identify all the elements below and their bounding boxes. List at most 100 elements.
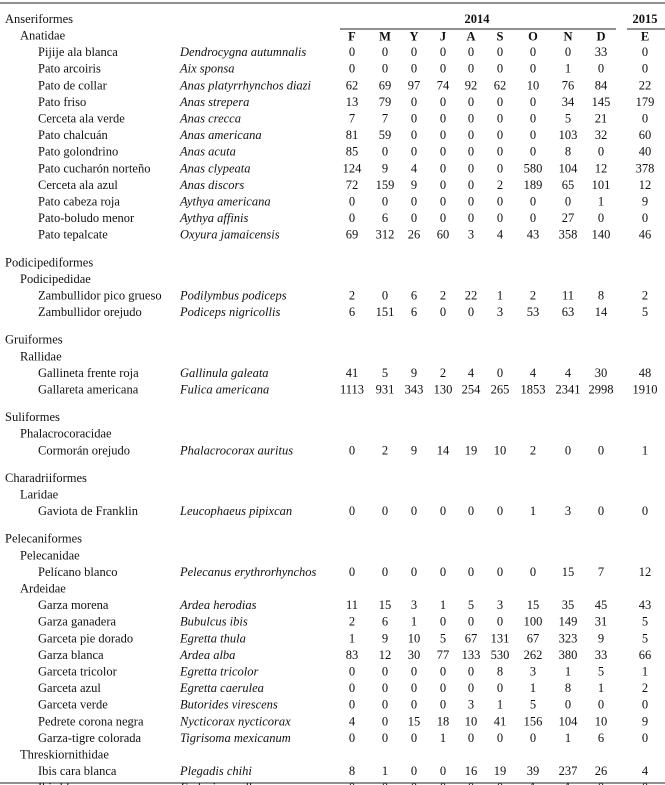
count: 0 — [497, 62, 503, 76]
count: 0 — [468, 45, 474, 59]
count: 0 — [382, 664, 388, 678]
family-name: Podicipedidae — [20, 272, 91, 286]
count: 0 — [530, 211, 536, 225]
count: 0 — [349, 565, 355, 579]
count: 0 — [382, 698, 388, 712]
count: 140 — [592, 228, 611, 242]
count: 9 — [411, 178, 417, 192]
count: 1 — [530, 781, 536, 785]
count: 0 — [349, 62, 355, 76]
scientific-name: Aix sponsa — [179, 62, 235, 76]
count: 0 — [598, 781, 604, 785]
count: 0 — [468, 615, 474, 629]
count: 10 — [465, 714, 478, 728]
count: 1 — [497, 288, 503, 302]
count: 30 — [595, 366, 608, 380]
count: 156 — [524, 714, 543, 728]
count: 6 — [382, 615, 388, 629]
count: 0 — [382, 45, 388, 59]
count: 1 — [411, 615, 417, 629]
count: 41 — [494, 714, 507, 728]
common-name: Garza morena — [38, 598, 109, 612]
common-name: Garza blanca — [38, 648, 104, 662]
count: 0 — [642, 504, 648, 518]
count: 265 — [491, 382, 510, 396]
scientific-name: Podilymbus podiceps — [179, 288, 287, 302]
count: 179 — [636, 95, 655, 109]
count: 81 — [346, 128, 359, 142]
count: 0 — [530, 62, 536, 76]
count: 14 — [437, 443, 450, 457]
count: 0 — [440, 781, 446, 785]
count: 0 — [440, 111, 446, 125]
count: 0 — [440, 615, 446, 629]
count: 79 — [379, 95, 392, 109]
family-name: Anatidae — [20, 28, 66, 42]
count: 0 — [497, 681, 503, 695]
count: 12 — [379, 648, 392, 662]
count: 1113 — [340, 382, 364, 396]
count: 6 — [598, 731, 604, 745]
count: 40 — [639, 145, 652, 159]
year-header: 2015 — [633, 12, 658, 26]
count: 0 — [440, 95, 446, 109]
month-header: Y — [409, 29, 418, 43]
count: 69 — [379, 78, 392, 92]
count: 67 — [527, 631, 540, 645]
count: 0 — [468, 145, 474, 159]
count: 380 — [559, 648, 578, 662]
count: 0 — [530, 45, 536, 59]
count: 0 — [440, 194, 446, 208]
count: 8 — [497, 664, 503, 678]
count: 0 — [411, 664, 417, 678]
count: 0 — [468, 504, 474, 518]
count: 62 — [346, 78, 359, 92]
count: 0 — [530, 145, 536, 159]
scientific-name: Oxyura jamaicensis — [180, 228, 280, 242]
count: 0 — [642, 62, 648, 76]
order-name: Suliformes — [5, 410, 60, 424]
scientific-name: Anas platyrrhynchos diazi — [179, 78, 312, 92]
count: 2998 — [589, 382, 614, 396]
year-header: 2014 — [465, 12, 491, 26]
family-name: Pelecanidae — [20, 548, 80, 562]
count: 6 — [411, 305, 417, 319]
count: 189 — [524, 178, 543, 192]
count: 151 — [376, 305, 395, 319]
count: 83 — [346, 648, 359, 662]
count: 2341 — [556, 382, 581, 396]
count: 358 — [559, 228, 578, 242]
count: 15 — [379, 598, 392, 612]
count: 2 — [349, 288, 355, 302]
count: 43 — [639, 598, 652, 612]
count: 145 — [592, 95, 611, 109]
common-name: Garceta azul — [38, 681, 101, 695]
count: 104 — [559, 714, 579, 728]
count: 0 — [530, 95, 536, 109]
count: 0 — [349, 664, 355, 678]
count: 8 — [565, 145, 571, 159]
count: 0 — [468, 194, 474, 208]
common-name: Pato golondrino — [38, 145, 118, 159]
count: 9 — [382, 161, 388, 175]
count: 0 — [440, 664, 446, 678]
count: 2 — [642, 288, 648, 302]
count: 14 — [595, 305, 608, 319]
scientific-name: Egretta thula — [179, 631, 246, 645]
scientific-name: Ardea alba — [179, 648, 235, 662]
count: 1 — [530, 504, 536, 518]
count: 0 — [382, 714, 388, 728]
scientific-name: Anas acuta — [179, 145, 236, 159]
count: 0 — [349, 211, 355, 225]
count: 262 — [524, 648, 543, 662]
scientific-name: Anas crecca — [179, 111, 241, 125]
count: 53 — [527, 305, 540, 319]
count: 1910 — [633, 382, 658, 396]
scientific-name: Aythya americana — [179, 194, 271, 208]
count: 0 — [598, 504, 604, 518]
count: 41 — [346, 366, 359, 380]
common-name: Garza-tigre colorada — [38, 731, 142, 745]
common-name: Gallareta americana — [38, 382, 139, 396]
common-name: Pato arcoiris — [38, 62, 101, 76]
